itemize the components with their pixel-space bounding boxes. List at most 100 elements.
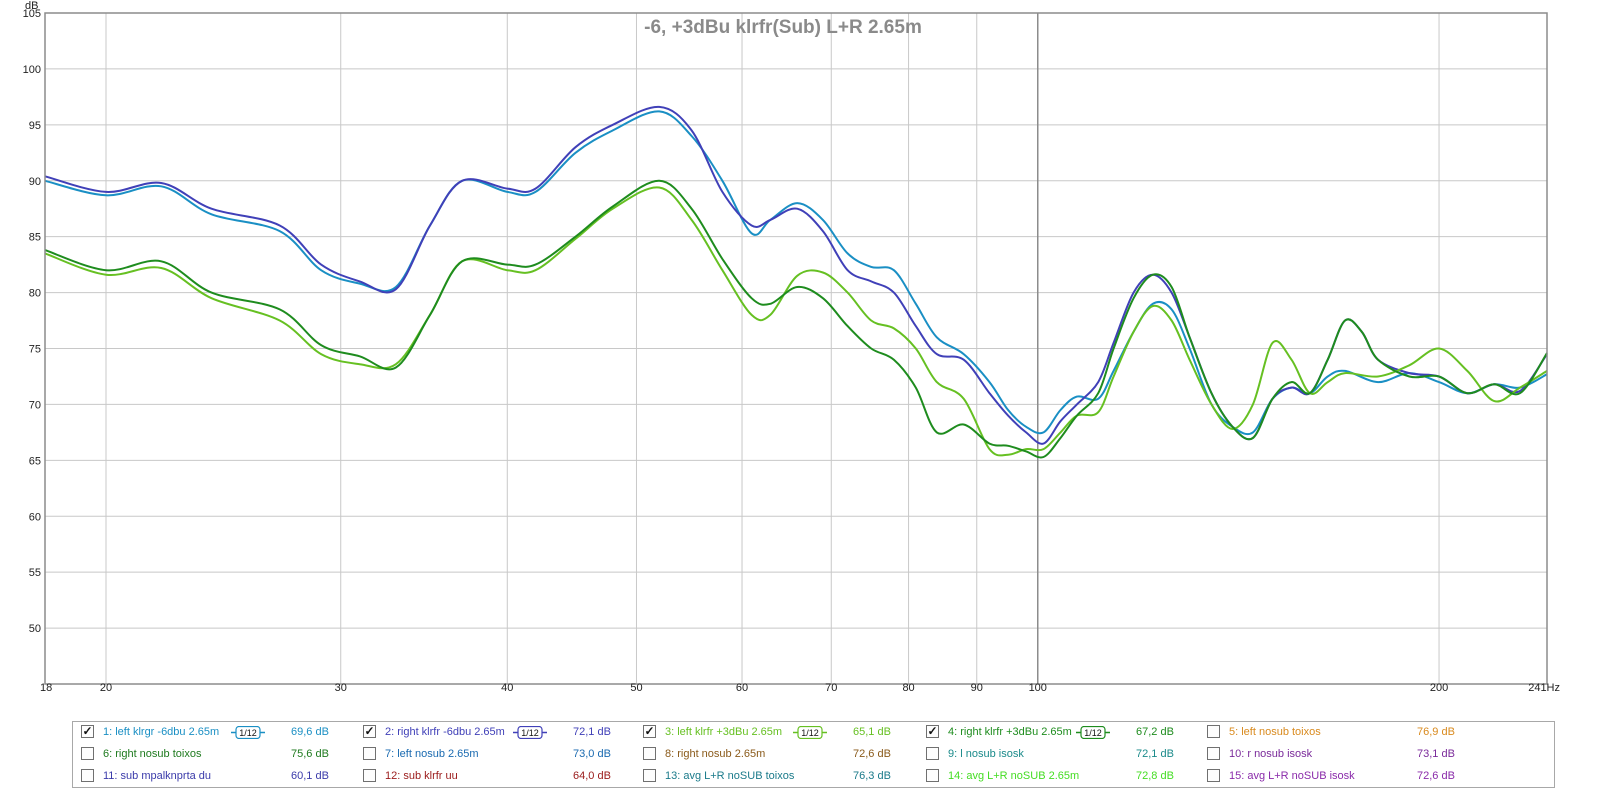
x-tick-labels: 18 20 30 40 50 60 70 80 90 100 200 241Hz — [40, 682, 1560, 694]
svg-text:1/12: 1/12 — [521, 728, 539, 738]
legend-checkbox[interactable] — [926, 747, 939, 760]
frequency-response-chart: dB -6, +3dBu klrfr(Sub) L+R 2.65m 105 100… — [23, 0, 1560, 694]
y-tick-label: 105 — [23, 8, 41, 20]
x-tick-label: 100 — [1029, 682, 1047, 694]
legend-label: 6: right nosub toixos — [103, 748, 202, 760]
y-tick-label: 90 — [29, 176, 41, 188]
y-tick-label: 80 — [29, 288, 41, 300]
y-tick-label: 60 — [29, 511, 41, 523]
legend-label: 7: left nosub 2.65m — [385, 748, 479, 760]
legend-label: 1: left klrgr -6dbu 2.65m — [103, 726, 220, 738]
legend-item-2[interactable]: ✓ 2: right klrfr -6dbu 2.65m 1/12 72,1 dB — [363, 722, 638, 742]
legend-item-12[interactable]: 12: sub klrfr uu 64,0 dB — [363, 766, 638, 786]
legend-checkbox[interactable] — [643, 747, 656, 760]
legend-item-14[interactable]: 14: avg L+R noSUB 2.65m 72,8 dB — [926, 766, 1201, 786]
legend-checkbox[interactable] — [363, 747, 376, 760]
legend-item-10[interactable]: 10: r nosub isosk 73,1 dB — [1207, 744, 1482, 764]
grid — [44, 12, 1548, 684]
x-tick-label: 30 — [335, 682, 347, 694]
plot-frame — [44, 12, 1548, 685]
y-tick-label: 50 — [29, 623, 41, 635]
legend-item-8[interactable]: 8: right nosub 2.65m 72,6 dB — [643, 744, 918, 764]
legend-checkbox[interactable] — [926, 769, 939, 782]
legend-label: 9: l nosub isosk — [948, 748, 1024, 760]
legend-checkbox[interactable] — [1207, 747, 1220, 760]
legend-item-4[interactable]: ✓ 4: right klrfr +3dBu 2.65m 1/12 67,2 dB — [926, 722, 1201, 742]
legend-item-15[interactable]: 15: avg L+R noSUB isosk 72,6 dB — [1207, 766, 1482, 786]
legend-value: 73,1 dB — [1417, 748, 1455, 760]
legend-checkbox[interactable]: ✓ — [926, 724, 939, 738]
legend-checkbox[interactable]: ✓ — [363, 724, 376, 738]
legend-value: 72,8 dB — [1136, 770, 1174, 782]
legend-value: 72,1 dB — [573, 726, 611, 738]
legend-value: 67,2 dB — [1136, 726, 1174, 738]
legend-label: 8: right nosub 2.65m — [665, 748, 766, 760]
x-tick-label: 50 — [630, 682, 642, 694]
smoothing-badge[interactable]: 1/12 — [1076, 726, 1110, 739]
smoothing-badge[interactable]: 1/12 — [513, 726, 547, 739]
legend-checkbox[interactable] — [363, 769, 376, 782]
legend-label: 14: avg L+R noSUB 2.65m — [948, 770, 1080, 782]
x-tick-label: 60 — [736, 682, 748, 694]
legend-checkbox[interactable] — [81, 769, 94, 782]
legend-checkbox[interactable]: ✓ — [643, 724, 656, 738]
legend-item-9[interactable]: 9: l nosub isosk 72,1 dB — [926, 744, 1201, 764]
legend-checkbox[interactable] — [81, 747, 94, 760]
legend-label: 2: right klrfr -6dbu 2.65m — [385, 726, 505, 738]
y-tick-label: 55 — [29, 567, 41, 579]
legend-label: 12: sub klrfr uu — [385, 770, 458, 782]
legend-item-3[interactable]: ✓ 3: left klrfr +3dBu 2.65m 1/12 65,1 dB — [643, 722, 918, 742]
y-axis-unit-label: dB — [25, 0, 38, 12]
smoothing-badge[interactable]: 1/12 — [793, 726, 827, 739]
legend-value: 72,6 dB — [1417, 770, 1455, 782]
legend-value: 72,1 dB — [1136, 748, 1174, 760]
legend-item-6[interactable]: 6: right nosub toixos 75,6 dB — [81, 744, 356, 764]
legend-item-7[interactable]: 7: left nosub 2.65m 73,0 dB — [363, 744, 638, 764]
legend-value: 76,3 dB — [853, 770, 891, 782]
legend-label: 5: left nosub toixos — [1229, 726, 1321, 738]
svg-text:1/12: 1/12 — [1084, 728, 1102, 738]
chart-title: -6, +3dBu klrfr(Sub) L+R 2.65m — [644, 17, 922, 38]
legend-checkbox[interactable] — [643, 769, 656, 782]
legend-value: 60,1 dB — [291, 770, 329, 782]
x-tick-label: 200 — [1430, 682, 1448, 694]
legend-value: 64,0 dB — [573, 770, 611, 782]
legend-checkbox[interactable] — [1207, 725, 1220, 738]
legend-item-11[interactable]: 11: sub mpalknprta du 60,1 dB — [81, 766, 356, 786]
legend-item-5[interactable]: 5: left nosub toixos 76,9 dB — [1207, 722, 1482, 742]
legend: ✓ 1: left klrgr -6dbu 2.65m 1/12 69,6 dB ✓ 2:… — [72, 721, 1555, 788]
legend-label: 10: r nosub isosk — [1229, 748, 1313, 760]
y-tick-label: 100 — [23, 64, 41, 76]
legend-label: 11: sub mpalknprta du — [103, 770, 212, 782]
legend-value: 75,6 dB — [291, 748, 329, 760]
svg-text:1/12: 1/12 — [239, 728, 257, 738]
svg-text:1/12: 1/12 — [801, 728, 819, 738]
legend-checkbox[interactable]: ✓ — [81, 724, 94, 738]
legend-value: 65,1 dB — [853, 726, 891, 738]
y-tick-label: 85 — [29, 232, 41, 244]
x-tick-label: 40 — [501, 682, 513, 694]
legend-label: 4: right klrfr +3dBu 2.65m — [948, 726, 1072, 738]
legend-item-1[interactable]: ✓ 1: left klrgr -6dbu 2.65m 1/12 69,6 dB — [81, 722, 356, 742]
legend-value: 72,6 dB — [853, 748, 891, 760]
y-tick-label: 95 — [29, 120, 41, 132]
legend-checkbox[interactable] — [1207, 769, 1220, 782]
legend-label: 13: avg L+R noSUB toixos — [665, 770, 795, 782]
x-tick-label: 241Hz — [1528, 682, 1560, 694]
y-tick-labels: 105 100 95 90 85 80 75 70 65 60 55 50 — [23, 8, 41, 635]
legend-value: 76,9 dB — [1417, 726, 1455, 738]
legend-label: 15: avg L+R noSUB isosk — [1229, 770, 1355, 782]
legend-item-13[interactable]: 13: avg L+R noSUB toixos 76,3 dB — [643, 766, 918, 786]
curves — [44, 105, 1548, 459]
x-tick-label: 70 — [825, 682, 837, 694]
y-tick-label: 65 — [29, 455, 41, 467]
legend-value: 73,0 dB — [573, 748, 611, 760]
x-tick-label: 18 — [40, 682, 52, 694]
y-tick-label: 75 — [29, 344, 41, 356]
smoothing-badge[interactable]: 1/12 — [231, 726, 265, 739]
series-line-4 — [44, 179, 1548, 459]
legend-label: 3: left klrfr +3dBu 2.65m — [665, 726, 783, 738]
legend-value: 69,6 dB — [291, 726, 329, 738]
y-tick-label: 70 — [29, 399, 41, 411]
x-tick-label: 20 — [100, 682, 112, 694]
